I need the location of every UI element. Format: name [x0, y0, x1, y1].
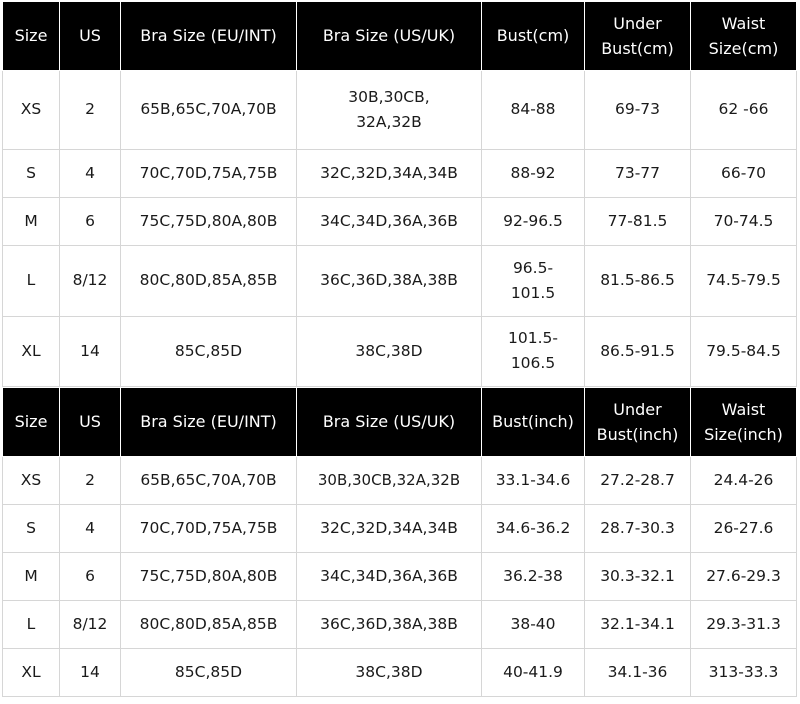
cell-bra-us-uk: 30B,30CB, 32A,32B — [296, 69, 482, 150]
table-row: L 8/12 80C,80D,85A,85B 36C,36D,38A,38B 9… — [2, 244, 797, 317]
header-under-bust: Under Bust(cm) — [584, 2, 691, 71]
cell-waist: 29.3-31.3 — [690, 599, 797, 649]
cell-waist: 313-33.3 — [690, 647, 797, 697]
table-row: S 4 70C,70D,75A,75B 32C,32D,34A,34B 88-9… — [2, 148, 797, 198]
cell-bust: 36.2-38 — [481, 551, 585, 601]
cell-bra-eu-int: 75C,75D,80A,80B — [120, 551, 297, 601]
cell-us: 8/12 — [59, 244, 121, 317]
cell-waist: 66-70 — [690, 148, 797, 198]
table-row: XS 2 65B,65C,70A,70B 30B,30CB, 32A,32B 8… — [2, 69, 797, 150]
cell-bra-eu-int: 80C,80D,85A,85B — [120, 244, 297, 317]
cell-bust: 34.6-36.2 — [481, 503, 585, 553]
cell-bra-eu-int: 65B,65C,70A,70B — [120, 455, 297, 505]
header-size: Size — [2, 2, 60, 71]
cell-bra-eu-int: 75C,75D,80A,80B — [120, 196, 297, 246]
table-row: XS 2 65B,65C,70A,70B 30B,30CB,32A,32B 33… — [2, 455, 797, 505]
table-row: XL 14 85C,85D 38C,38D 101.5- 106.5 86.5-… — [2, 315, 797, 387]
cell-bra-eu-int: 70C,70D,75A,75B — [120, 148, 297, 198]
cell-bust: 88-92 — [481, 148, 585, 198]
table-header: Size US Bra Size (EU/INT) Bra Size (US/U… — [2, 2, 797, 71]
cell-size: M — [2, 551, 60, 601]
header-size: Size — [2, 388, 60, 457]
header-waist-size: Waist Size(cm) — [690, 2, 797, 71]
cell-under-bust: 28.7-30.3 — [584, 503, 691, 553]
cell-waist: 27.6-29.3 — [690, 551, 797, 601]
cell-under-bust: 30.3-32.1 — [584, 551, 691, 601]
header-under-bust: Under Bust(inch) — [584, 388, 691, 457]
cell-us: 14 — [59, 315, 121, 387]
cell-under-bust: 69-73 — [584, 69, 691, 150]
cell-under-bust: 34.1-36 — [584, 647, 691, 697]
cell-waist: 79.5-84.5 — [690, 315, 797, 387]
cell-bust: 38-40 — [481, 599, 585, 649]
cell-bra-eu-int: 85C,85D — [120, 647, 297, 697]
header-bra-size-eu-int: Bra Size (EU/INT) — [120, 2, 297, 71]
cell-waist: 74.5-79.5 — [690, 244, 797, 317]
header-us: US — [59, 2, 121, 71]
header-bra-size-eu-int: Bra Size (EU/INT) — [120, 388, 297, 457]
size-chart-table-cm: Size US Bra Size (EU/INT) Bra Size (US/U… — [2, 2, 797, 387]
cell-size: S — [2, 148, 60, 198]
cell-us: 6 — [59, 196, 121, 246]
cell-under-bust: 73-77 — [584, 148, 691, 198]
cell-us: 2 — [59, 69, 121, 150]
cell-bra-us-uk: 30B,30CB,32A,32B — [296, 455, 482, 505]
cell-bust: 40-41.9 — [481, 647, 585, 697]
cell-size: L — [2, 599, 60, 649]
table-row: M 6 75C,75D,80A,80B 34C,34D,36A,36B 36.2… — [2, 551, 797, 601]
cell-bra-eu-int: 80C,80D,85A,85B — [120, 599, 297, 649]
header-bust: Bust(cm) — [481, 2, 585, 71]
table-row: M 6 75C,75D,80A,80B 34C,34D,36A,36B 92-9… — [2, 196, 797, 246]
cell-bra-eu-int: 70C,70D,75A,75B — [120, 503, 297, 553]
cell-bra-us-uk: 32C,32D,34A,34B — [296, 148, 482, 198]
header-waist-size: Waist Size(inch) — [690, 388, 797, 457]
cell-waist: 70-74.5 — [690, 196, 797, 246]
cell-waist: 26-27.6 — [690, 503, 797, 553]
cell-size: XS — [2, 455, 60, 505]
cell-bra-eu-int: 65B,65C,70A,70B — [120, 69, 297, 150]
cell-bust: 96.5- 101.5 — [481, 244, 585, 317]
cell-bra-us-uk: 36C,36D,38A,38B — [296, 244, 482, 317]
cell-bra-us-uk: 38C,38D — [296, 647, 482, 697]
cell-bra-us-uk: 38C,38D — [296, 315, 482, 387]
header-bra-size-us-uk: Bra Size (US/UK) — [296, 2, 482, 71]
table-header: Size US Bra Size (EU/INT) Bra Size (US/U… — [2, 388, 797, 457]
cell-size: L — [2, 244, 60, 317]
cell-size: S — [2, 503, 60, 553]
cell-bust: 33.1-34.6 — [481, 455, 585, 505]
cell-bust: 101.5- 106.5 — [481, 315, 585, 387]
cell-bra-us-uk: 36C,36D,38A,38B — [296, 599, 482, 649]
cell-bust: 92-96.5 — [481, 196, 585, 246]
cell-us: 4 — [59, 148, 121, 198]
cell-under-bust: 32.1-34.1 — [584, 599, 691, 649]
cell-bra-us-uk: 32C,32D,34A,34B — [296, 503, 482, 553]
cell-bra-us-uk: 34C,34D,36A,36B — [296, 196, 482, 246]
cell-under-bust: 81.5-86.5 — [584, 244, 691, 317]
cell-size: M — [2, 196, 60, 246]
cell-us: 4 — [59, 503, 121, 553]
cell-size: XL — [2, 315, 60, 387]
cell-us: 14 — [59, 647, 121, 697]
header-us: US — [59, 388, 121, 457]
size-chart-table-inch: Size US Bra Size (EU/INT) Bra Size (US/U… — [2, 388, 797, 697]
table-row: L 8/12 80C,80D,85A,85B 36C,36D,38A,38B 3… — [2, 599, 797, 649]
cell-under-bust: 86.5-91.5 — [584, 315, 691, 387]
cell-us: 8/12 — [59, 599, 121, 649]
cell-us: 2 — [59, 455, 121, 505]
cell-bra-eu-int: 85C,85D — [120, 315, 297, 387]
cell-under-bust: 77-81.5 — [584, 196, 691, 246]
header-bust: Bust(inch) — [481, 388, 585, 457]
header-bra-size-us-uk: Bra Size (US/UK) — [296, 388, 482, 457]
cell-size: XL — [2, 647, 60, 697]
cell-waist: 24.4-26 — [690, 455, 797, 505]
cell-bust: 84-88 — [481, 69, 585, 150]
cell-waist: 62 -66 — [690, 69, 797, 150]
cell-bra-us-uk: 34C,34D,36A,36B — [296, 551, 482, 601]
cell-us: 6 — [59, 551, 121, 601]
table-row: S 4 70C,70D,75A,75B 32C,32D,34A,34B 34.6… — [2, 503, 797, 553]
table-row: XL 14 85C,85D 38C,38D 40-41.9 34.1-36 31… — [2, 647, 797, 697]
cell-under-bust: 27.2-28.7 — [584, 455, 691, 505]
cell-size: XS — [2, 69, 60, 150]
